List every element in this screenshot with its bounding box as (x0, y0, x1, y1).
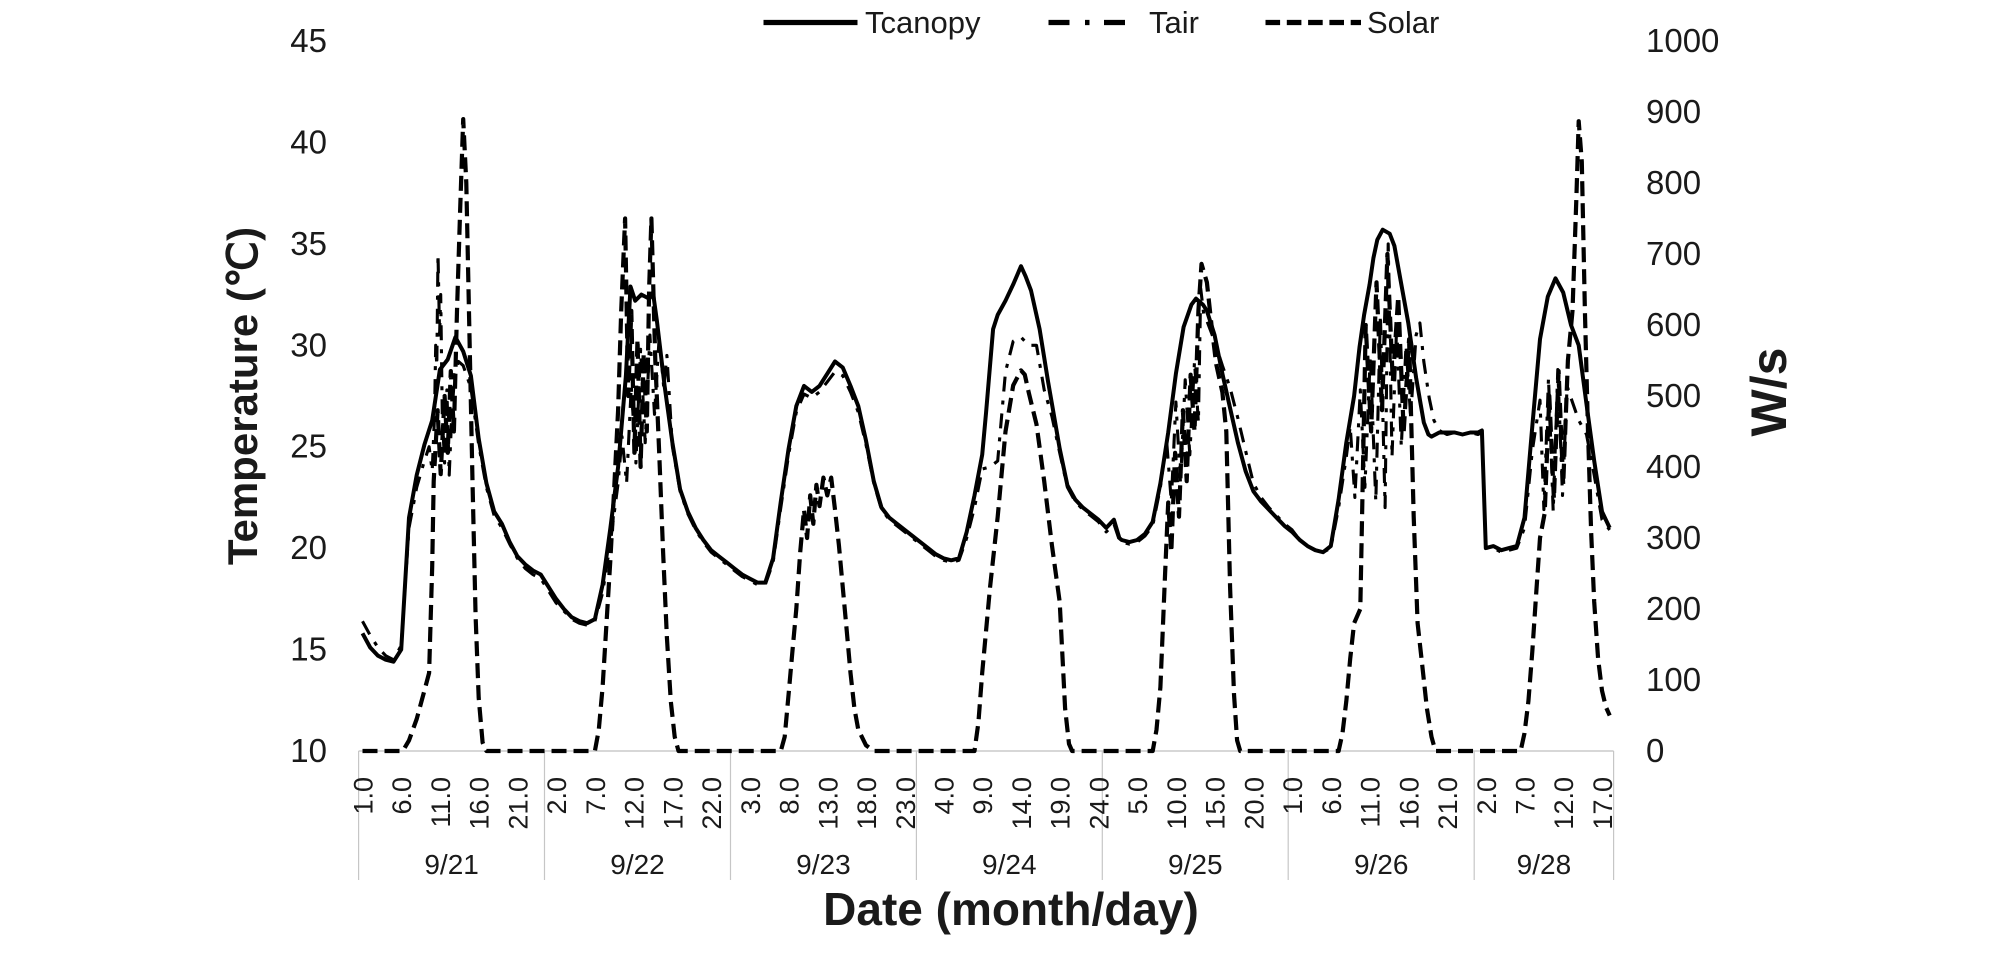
svg-text:100: 100 (1646, 661, 1701, 698)
svg-text:11.0: 11.0 (426, 777, 456, 828)
svg-text:8.0: 8.0 (775, 777, 805, 815)
svg-text:7.0: 7.0 (581, 777, 611, 815)
svg-text:35: 35 (290, 225, 327, 262)
svg-text:800: 800 (1646, 164, 1701, 201)
svg-text:10: 10 (290, 732, 327, 769)
svg-text:22.0: 22.0 (697, 777, 727, 830)
svg-text:19.0: 19.0 (1046, 777, 1076, 830)
svg-text:Tcanopy: Tcanopy (865, 5, 981, 40)
svg-text:20: 20 (290, 529, 327, 566)
svg-text:4.0: 4.0 (930, 777, 960, 815)
svg-text:Date (month/day): Date (month/day) (823, 883, 1199, 935)
svg-text:10.0: 10.0 (1162, 777, 1192, 830)
svg-text:17.0: 17.0 (1588, 777, 1618, 830)
svg-text:9/22: 9/22 (610, 849, 665, 880)
svg-text:12.0: 12.0 (620, 777, 650, 830)
svg-text:300: 300 (1646, 519, 1701, 556)
svg-text:9/21: 9/21 (424, 849, 479, 880)
svg-text:12.0: 12.0 (1549, 777, 1579, 830)
svg-text:15.0: 15.0 (1201, 777, 1231, 830)
svg-text:W/s: W/s (1741, 348, 1797, 437)
svg-text:500: 500 (1646, 377, 1701, 414)
svg-text:0: 0 (1646, 732, 1664, 769)
svg-text:30: 30 (290, 326, 327, 363)
svg-text:600: 600 (1646, 306, 1701, 343)
svg-text:Solar: Solar (1367, 5, 1439, 40)
svg-text:13.0: 13.0 (813, 777, 843, 830)
svg-text:11.0: 11.0 (1356, 777, 1386, 828)
svg-text:9/24: 9/24 (982, 849, 1037, 880)
svg-text:5.0: 5.0 (1123, 777, 1153, 815)
svg-text:Temperature (℃): Temperature (℃) (219, 227, 266, 565)
svg-text:17.0: 17.0 (658, 777, 688, 830)
svg-text:9.0: 9.0 (968, 777, 998, 815)
svg-text:1.0: 1.0 (1278, 777, 1308, 815)
svg-text:1000: 1000 (1646, 22, 1719, 59)
svg-text:9/23: 9/23 (796, 849, 851, 880)
svg-text:21.0: 21.0 (1433, 777, 1463, 830)
svg-text:7.0: 7.0 (1511, 777, 1541, 815)
svg-text:400: 400 (1646, 448, 1701, 485)
svg-text:9/25: 9/25 (1168, 849, 1223, 880)
svg-text:16.0: 16.0 (465, 777, 495, 830)
svg-text:16.0: 16.0 (1394, 777, 1424, 830)
svg-text:25: 25 (290, 428, 327, 465)
svg-text:900: 900 (1646, 93, 1701, 130)
svg-text:6.0: 6.0 (387, 777, 417, 815)
svg-text:15: 15 (290, 631, 327, 668)
svg-text:40: 40 (290, 123, 327, 160)
svg-text:700: 700 (1646, 235, 1701, 272)
svg-text:9/28: 9/28 (1517, 849, 1572, 880)
svg-text:2.0: 2.0 (542, 777, 572, 815)
svg-text:20.0: 20.0 (1239, 777, 1269, 830)
svg-text:21.0: 21.0 (503, 777, 533, 830)
svg-text:24.0: 24.0 (1084, 777, 1114, 830)
svg-text:2.0: 2.0 (1472, 777, 1502, 815)
svg-text:3.0: 3.0 (736, 777, 766, 815)
svg-text:200: 200 (1646, 590, 1701, 627)
svg-text:14.0: 14.0 (1007, 777, 1037, 830)
svg-text:18.0: 18.0 (852, 777, 882, 830)
svg-text:1.0: 1.0 (349, 777, 379, 815)
svg-text:23.0: 23.0 (891, 777, 921, 830)
svg-text:45: 45 (290, 22, 327, 59)
svg-text:9/26: 9/26 (1354, 849, 1409, 880)
svg-text:Tair: Tair (1149, 5, 1199, 40)
svg-text:6.0: 6.0 (1317, 777, 1347, 815)
